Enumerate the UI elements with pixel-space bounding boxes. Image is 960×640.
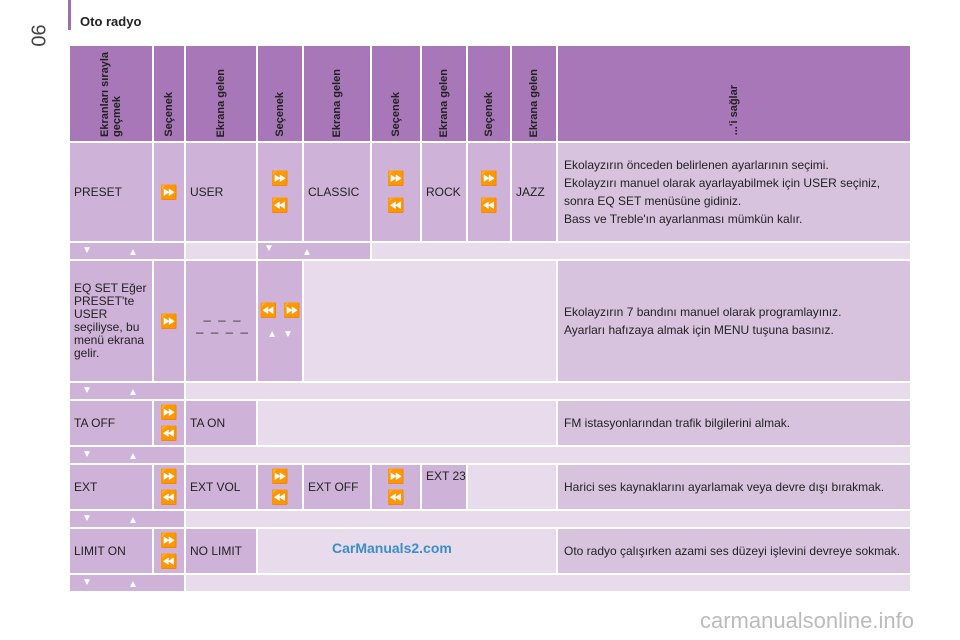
nav-row: ▼ ▲: [70, 575, 910, 591]
header-cell: Ekrana gelen: [304, 46, 370, 141]
rewind-icon: ⏪: [271, 489, 289, 505]
description: Oto radyo çalışırken azami ses düzeyi iş…: [558, 529, 910, 573]
table-row: EXT ⏩ ⏪ EXT VOL ⏩ ⏪ EXT OFF ⏩ ⏪ EXT 23 Hari…: [70, 465, 910, 509]
section-title: Oto radyo: [80, 14, 142, 29]
row-label: TA OFF: [70, 401, 152, 445]
up-triangle-icon: ▲: [267, 329, 277, 340]
option-value: EXT VOL: [186, 465, 256, 509]
header-cell: Ekrana gelen: [422, 46, 466, 141]
option-value: EXT 23: [422, 465, 466, 509]
table-row: EQ SET Eğer PRESET'te USER seçiliyse, bu…: [70, 261, 910, 381]
fast-forward-icon: ⏩: [160, 468, 178, 484]
option-value: ROCK: [422, 143, 466, 241]
fast-forward-icon: ⏩: [283, 302, 301, 318]
header-cell: Ekranları sırayla geçmek: [70, 46, 152, 141]
down-triangle-icon: ▼: [82, 577, 92, 588]
option-value: CLASSIC: [304, 143, 370, 241]
section-bar: [68, 0, 71, 30]
header-row: Ekranları sırayla geçmek Seçenek Ekrana …: [70, 46, 910, 141]
option-value: JAZZ: [512, 143, 556, 241]
rewind-icon: ⏪: [160, 553, 178, 569]
down-triangle-icon: ▼: [82, 245, 92, 256]
equalizer-menu-table: Ekranları sırayla geçmek Seçenek Ekrana …: [68, 44, 912, 593]
option-value: USER: [186, 143, 256, 241]
header-cell: Seçenek: [468, 46, 510, 141]
rewind-icon: ⏪: [387, 197, 405, 213]
up-triangle-icon: ▲: [128, 579, 138, 590]
fast-forward-icon: ⏩: [480, 170, 498, 186]
table-row: TA OFF ⏩ ⏪ TA ON FM istasyonlarından traf…: [70, 401, 910, 445]
nav-row: ▼ ▲ ▼ ▲: [70, 243, 910, 259]
header-cell: Seçenek: [372, 46, 420, 141]
nav-row: ▼ ▲: [70, 511, 910, 527]
fast-forward-icon: ⏩: [160, 404, 178, 420]
option-value: NO LIMIT: [186, 529, 256, 573]
down-triangle-icon: ▼: [82, 513, 92, 524]
down-triangle-icon: ▼: [82, 385, 92, 396]
page-number: 90: [26, 24, 49, 47]
row-label: EXT: [70, 465, 152, 509]
table-row: PRESET ⏩ USER ⏩ ⏪ CLASSIC ⏩ ⏪ ROCK ⏩ ⏪ JAZZ…: [70, 143, 910, 241]
up-triangle-icon: ▲: [128, 515, 138, 526]
fast-forward-icon: ⏩: [160, 183, 178, 200]
row-label: PRESET: [70, 143, 152, 241]
rewind-icon: ⏪: [160, 425, 178, 441]
up-triangle-icon: ▲: [128, 247, 138, 258]
rewind-icon: ⏪: [259, 302, 277, 318]
rewind-icon: ⏪: [480, 197, 498, 213]
description: FM istasyonlarından trafik bilgilerini a…: [558, 401, 910, 445]
up-triangle-icon: ▲: [128, 387, 138, 398]
watermark-center: CarManuals2.com: [332, 540, 452, 556]
table-row: LIMIT ON ⏩ ⏪ NO LIMIT Oto radyo çalışırke…: [70, 529, 910, 573]
fast-forward-icon: ⏩: [160, 312, 178, 329]
description: Harici ses kaynaklarını ayarlamak veya d…: [558, 465, 910, 509]
fast-forward-icon: ⏩: [271, 468, 289, 484]
description: Ekolayzırın önceden belirlenen ayarların…: [558, 143, 910, 241]
rewind-icon: ⏪: [387, 489, 405, 505]
rewind-icon: ⏪: [271, 197, 289, 213]
option-value: EXT OFF: [304, 465, 370, 509]
down-triangle-icon: ▼: [82, 449, 92, 460]
fast-forward-icon: ⏩: [271, 170, 289, 186]
down-triangle-icon: ▼: [283, 329, 293, 340]
up-triangle-icon: ▲: [302, 247, 312, 258]
header-cell: Seçenek: [258, 46, 302, 141]
up-triangle-icon: ▲: [128, 451, 138, 462]
eq-band-dashes: _ _ _ _ _ _ _: [196, 307, 250, 334]
row-label: EQ SET Eğer PRESET'te USER seçiliyse, bu…: [70, 261, 152, 381]
fast-forward-icon: ⏩: [387, 468, 405, 484]
header-cell: Ekrana gelen: [512, 46, 556, 141]
header-cell: Ekrana gelen: [186, 46, 256, 141]
rewind-icon: ⏪: [160, 489, 178, 505]
row-label: LIMIT ON: [70, 529, 152, 573]
header-cell: Seçenek: [154, 46, 184, 141]
nav-row: ▼ ▲: [70, 447, 910, 463]
fast-forward-icon: ⏩: [160, 532, 178, 548]
description: Ekolayzırın 7 bandını manuel olarak prog…: [558, 261, 910, 381]
down-triangle-icon: ▼: [264, 243, 274, 254]
option-value: TA ON: [186, 401, 256, 445]
nav-row: ▼ ▲: [70, 383, 910, 399]
watermark-footer: carmanualsonline.info: [699, 608, 914, 633]
header-cell: ...'i sağlar: [558, 46, 910, 141]
fast-forward-icon: ⏩: [387, 170, 405, 186]
